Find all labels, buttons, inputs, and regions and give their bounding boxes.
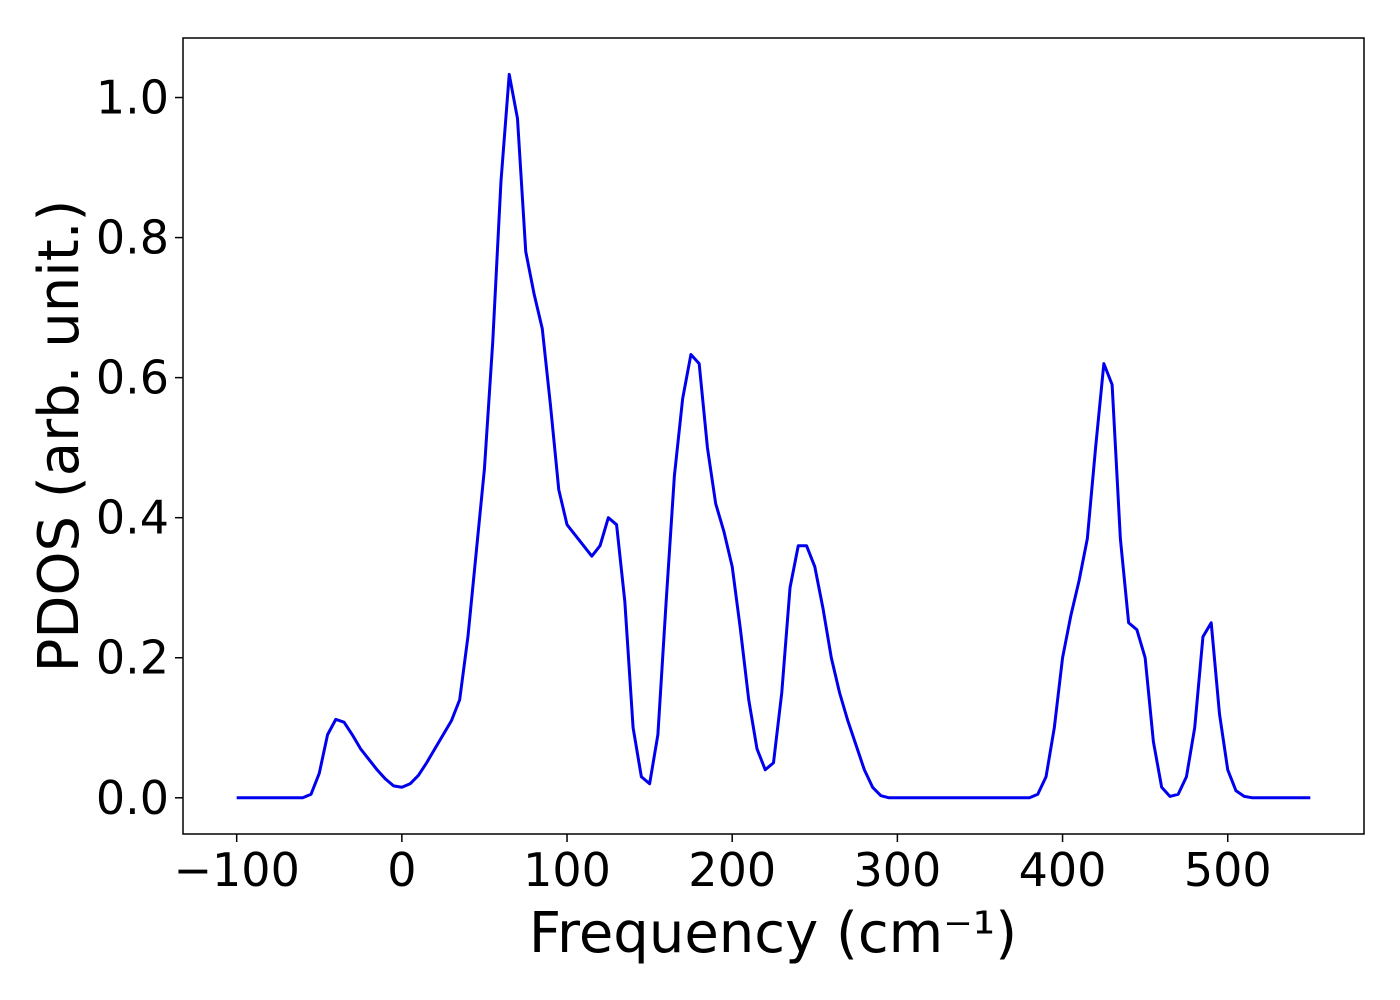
y-tick-label: 1.0 [96,71,169,125]
x-tick-label: 200 [688,843,776,897]
y-tick-label: 0.6 [96,351,169,405]
x-tick-label: 0 [387,843,416,897]
y-tick-label: 0.8 [96,211,169,265]
plot-frame [182,37,1365,835]
x-tick-label: 500 [1184,843,1272,897]
x-tick-label: 300 [853,843,941,897]
y-tick-label: 0.4 [96,491,169,545]
x-tick-label: 400 [1019,843,1107,897]
y-tick-label: 0.2 [96,631,169,685]
x-axis-label: Frequency (cm⁻¹) [529,901,1017,966]
x-tick-label: 100 [523,843,611,897]
x-tick-label: −100 [174,843,300,897]
y-tick-label: 0.0 [96,771,169,825]
y-axis-label: PDOS (arb. unit.) [27,200,92,673]
data-line [236,72,1311,800]
